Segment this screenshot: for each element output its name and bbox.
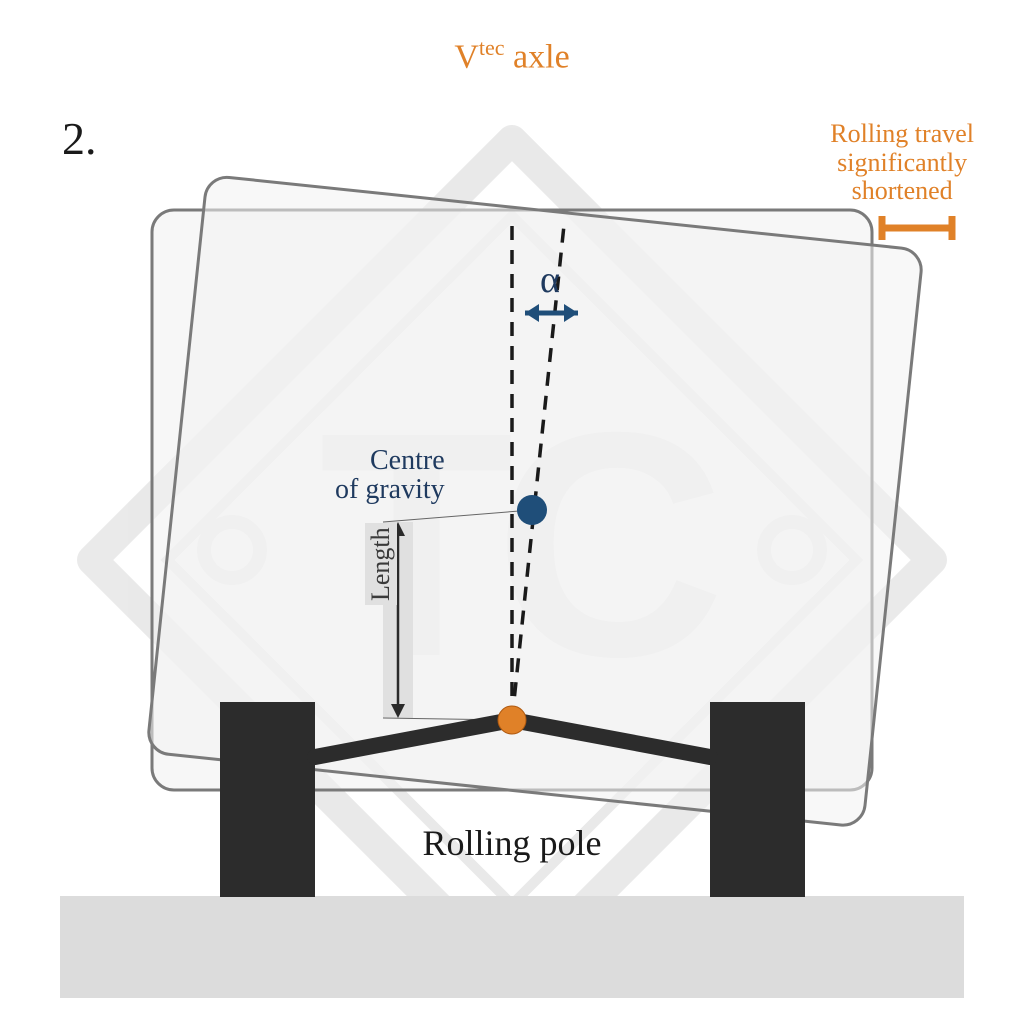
rolling-travel-line3: shortened — [830, 177, 974, 206]
centre-of-gravity-label: Centre of gravity — [335, 446, 445, 505]
title-prefix: V — [454, 38, 479, 75]
alpha-label: α — [540, 258, 560, 302]
length-label: Length — [365, 523, 397, 605]
rolling-travel-line2: significantly — [830, 149, 974, 178]
title: Vtec axle — [0, 35, 1024, 76]
rolling-travel-label: Rolling travel significantly shortened — [830, 120, 974, 206]
rolling-pole-label: Rolling pole — [0, 822, 1024, 864]
diagram-container: TC Vtec axle 2. Rolling travel significa… — [0, 0, 1024, 1024]
rolling-travel-line1: Rolling travel — [830, 120, 974, 149]
cog-line2: of gravity — [335, 475, 445, 504]
figure-number: 2. — [62, 112, 97, 165]
title-suffix: axle — [505, 38, 570, 75]
cog-line1: Centre — [335, 446, 445, 475]
title-sup: tec — [479, 35, 505, 60]
